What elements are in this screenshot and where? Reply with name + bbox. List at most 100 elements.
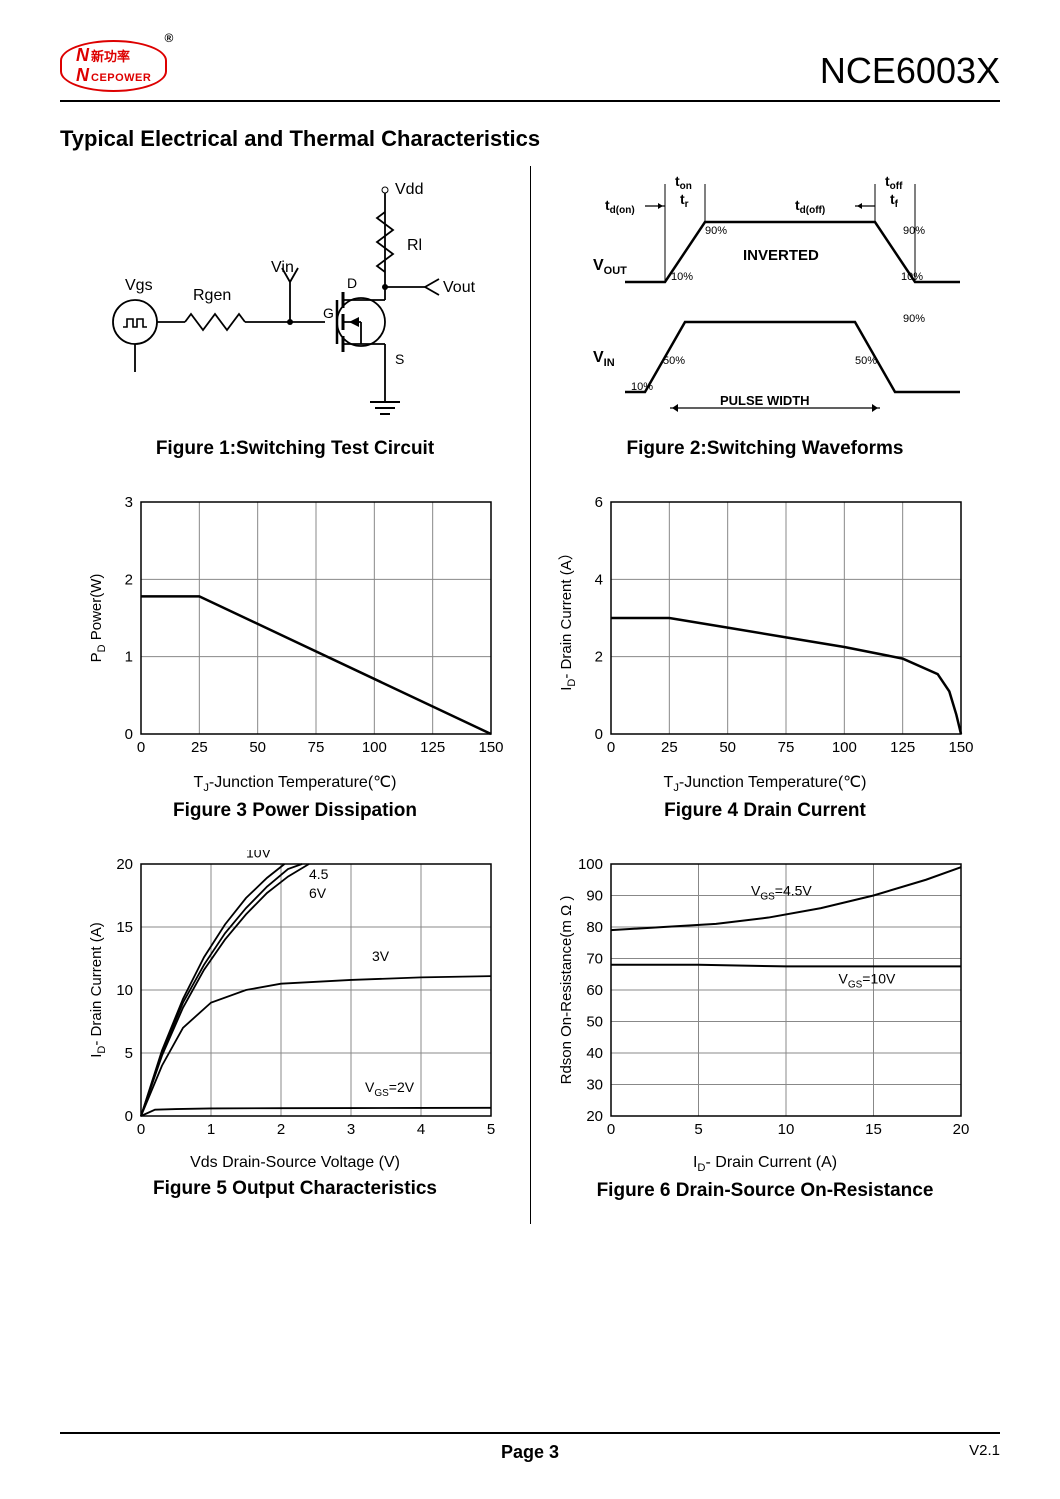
svg-text:75: 75 [778, 739, 795, 756]
svg-text:100: 100 [362, 739, 387, 756]
svg-text:20: 20 [953, 1121, 970, 1138]
page-footer: Page 3 V2.1 [60, 1432, 1000, 1459]
svg-text:90%: 90% [903, 313, 925, 325]
svg-text:3: 3 [125, 494, 133, 511]
svg-text:tr: tr [680, 191, 689, 210]
svg-text:90%: 90% [903, 225, 925, 237]
svg-text:2: 2 [595, 648, 603, 665]
svg-text:S: S [395, 351, 404, 367]
svg-text:20: 20 [116, 856, 133, 873]
svg-text:Rdson On-Resistance(m Ω ): Rdson On-Resistance(m Ω ) [558, 895, 575, 1084]
svg-text:20: 20 [586, 1108, 603, 1125]
fig5-cell: 0123450510152010V4.56V3VVGS=2VID​- Drain… [60, 844, 530, 1224]
svg-text:3: 3 [347, 1121, 355, 1138]
svg-text:60: 60 [586, 982, 603, 999]
svg-text:Rgen: Rgen [193, 287, 231, 304]
fig2-caption: Figure 2:Switching Waveforms [627, 438, 904, 460]
svg-text:75: 75 [308, 739, 325, 756]
svg-text:0: 0 [125, 726, 133, 743]
fig6-chart: 051015202030405060708090100VGS=4.5VVGS=1… [555, 850, 975, 1150]
fig4-cell: 02550751001251500246ID​- Drain Current (… [530, 482, 1000, 844]
fig3-cell: 02550751001251500123PD​ Power(W) TJ-Junc… [60, 482, 530, 844]
svg-text:tf: tf [890, 191, 899, 210]
svg-text:150: 150 [948, 739, 973, 756]
svg-text:Vgs: Vgs [125, 277, 153, 294]
svg-text:15: 15 [116, 919, 133, 936]
svg-text:td(off): td(off) [795, 197, 825, 216]
fig1-cell: VgsRgenVinGDVddRlVoutS Figure 1:Switchin… [60, 166, 530, 482]
svg-text:4.5: 4.5 [309, 866, 329, 882]
svg-text:td(on): td(on) [605, 197, 635, 216]
svg-text:15: 15 [865, 1121, 882, 1138]
svg-text:4: 4 [417, 1121, 425, 1138]
svg-text:125: 125 [420, 739, 445, 756]
svg-text:40: 40 [586, 1045, 603, 1062]
registered-symbol: ® [165, 32, 174, 45]
fig1-caption: Figure 1:Switching Test Circuit [156, 438, 434, 460]
fig3-caption: Figure 3 Power Dissipation [173, 800, 417, 822]
svg-text:5: 5 [125, 1045, 133, 1062]
svg-text:PULSE WIDTH: PULSE WIDTH [720, 393, 810, 408]
svg-text:3V: 3V [372, 948, 390, 964]
svg-text:10%: 10% [671, 271, 693, 283]
svg-text:10%: 10% [631, 381, 653, 393]
figure-grid: VgsRgenVinGDVddRlVoutS Figure 1:Switchin… [60, 166, 1000, 1224]
svg-text:50%: 50% [855, 355, 877, 367]
svg-text:VIN: VIN [593, 349, 615, 369]
fig5-chart: 0123450510152010V4.56V3VVGS=2VID​- Drain… [85, 850, 505, 1150]
svg-text:30: 30 [586, 1076, 603, 1093]
svg-text:0: 0 [595, 726, 603, 743]
svg-text:D: D [347, 275, 357, 291]
svg-text:0: 0 [137, 1121, 145, 1138]
fig6-caption: Figure 6 Drain-Source On-Resistance [597, 1180, 934, 1202]
svg-text:4: 4 [595, 571, 603, 588]
fig2-cell: VOUTVININVERTEDtd(on)tontrtd(off)tofftf9… [530, 166, 1000, 482]
svg-text:PD​ Power(W): PD​ Power(W) [88, 573, 108, 662]
svg-text:6: 6 [595, 494, 603, 511]
fig3-chart: 02550751001251500123PD​ Power(W) [85, 488, 505, 768]
part-number: NCE6003X [820, 50, 1000, 92]
vertical-divider [530, 166, 531, 1224]
svg-text:25: 25 [191, 739, 208, 756]
fig6-xlabel: ID- Drain Current (A) [693, 1154, 837, 1174]
svg-text:100: 100 [832, 739, 857, 756]
svg-text:1: 1 [125, 648, 133, 665]
svg-text:70: 70 [586, 950, 603, 967]
svg-text:INVERTED: INVERTED [743, 247, 819, 264]
svg-text:90%: 90% [705, 225, 727, 237]
svg-text:1: 1 [207, 1121, 215, 1138]
fig4-xlabel: TJ-Junction Temperature(℃) [664, 772, 867, 794]
svg-text:50: 50 [586, 1013, 603, 1030]
svg-text:125: 125 [890, 739, 915, 756]
svg-text:10: 10 [116, 982, 133, 999]
fig3-xlabel: TJ-Junction Temperature(℃) [194, 772, 397, 794]
page-header: ® N新功率 NCEPOWER NCE6003X [60, 40, 1000, 102]
svg-text:5: 5 [694, 1121, 702, 1138]
svg-text:0: 0 [607, 739, 615, 756]
svg-text:5: 5 [487, 1121, 495, 1138]
svg-text:10: 10 [778, 1121, 795, 1138]
svg-text:Vin: Vin [271, 259, 294, 276]
svg-text:0: 0 [137, 739, 145, 756]
fig4-chart: 02550751001251500246ID​- Drain Current (… [555, 488, 975, 768]
logo-cn: 新功率 [91, 49, 130, 64]
logo: ® N新功率 NCEPOWER [60, 40, 167, 92]
svg-text:Vout: Vout [443, 279, 476, 296]
svg-text:ID​- Drain Current (A）: ID​- Drain Current (A） [558, 545, 578, 691]
svg-text:2: 2 [125, 571, 133, 588]
svg-text:80: 80 [586, 919, 603, 936]
svg-text:90: 90 [586, 887, 603, 904]
page-number: Page 3 [501, 1442, 559, 1463]
svg-text:Vdd: Vdd [395, 181, 423, 198]
svg-text:VOUT: VOUT [593, 257, 627, 277]
svg-text:Rl: Rl [407, 237, 422, 254]
fig5-xlabel: Vds Drain-Source Voltage (V) [190, 1154, 400, 1172]
svg-text:0: 0 [607, 1121, 615, 1138]
version: V2.1 [969, 1442, 1000, 1459]
section-title: Typical Electrical and Thermal Character… [60, 126, 1000, 152]
fig2-timing-diagram: VOUTVININVERTEDtd(on)tontrtd(off)tofftf9… [555, 172, 975, 432]
svg-text:100: 100 [578, 856, 603, 873]
svg-text:25: 25 [661, 739, 678, 756]
svg-text:10V: 10V [246, 850, 272, 861]
svg-text:ID​- Drain Current (A): ID​- Drain Current (A) [88, 922, 108, 1057]
